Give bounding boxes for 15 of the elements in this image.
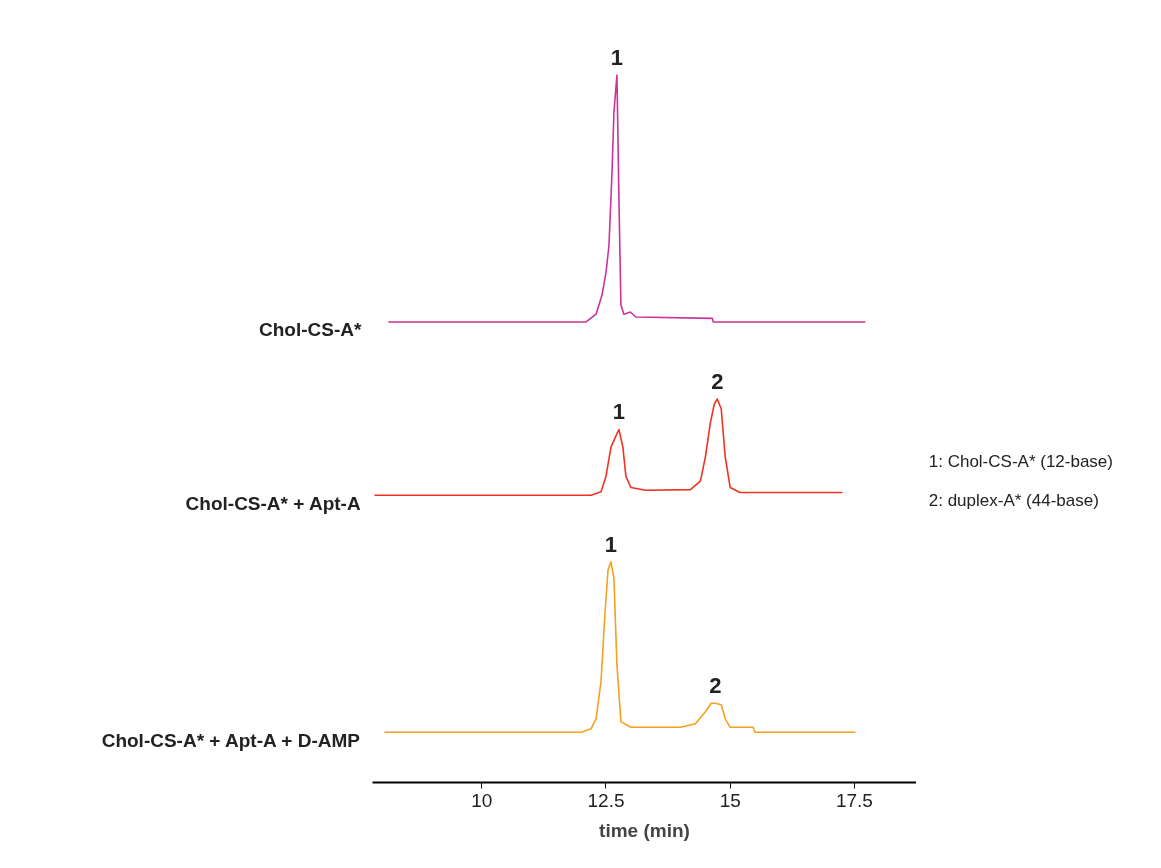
text: 1: Chol-CS-A* (12-base): [928, 452, 1113, 472]
x-tick-label: 10: [471, 789, 493, 811]
annotation: 1: [610, 45, 624, 71]
annotation: 2: [709, 673, 722, 699]
annotation: 1: [604, 531, 618, 557]
series-label: Chol-CS-A* + Apt-A: [185, 492, 361, 514]
series-label: Chol-CS-A*: [258, 319, 362, 341]
annotation: 1: [612, 399, 626, 425]
annotation: 2: [711, 369, 724, 395]
series-label: Chol-CS-A* + Apt-A + D-AMP: [101, 729, 361, 751]
x-tick-label: 15: [719, 789, 741, 811]
x-axis-title: time (min): [599, 819, 690, 841]
x-tick-label: 17.5: [835, 789, 873, 811]
text: 2: duplex-A* (44-base): [928, 491, 1099, 511]
x-tick-label: 12.5: [587, 789, 625, 811]
